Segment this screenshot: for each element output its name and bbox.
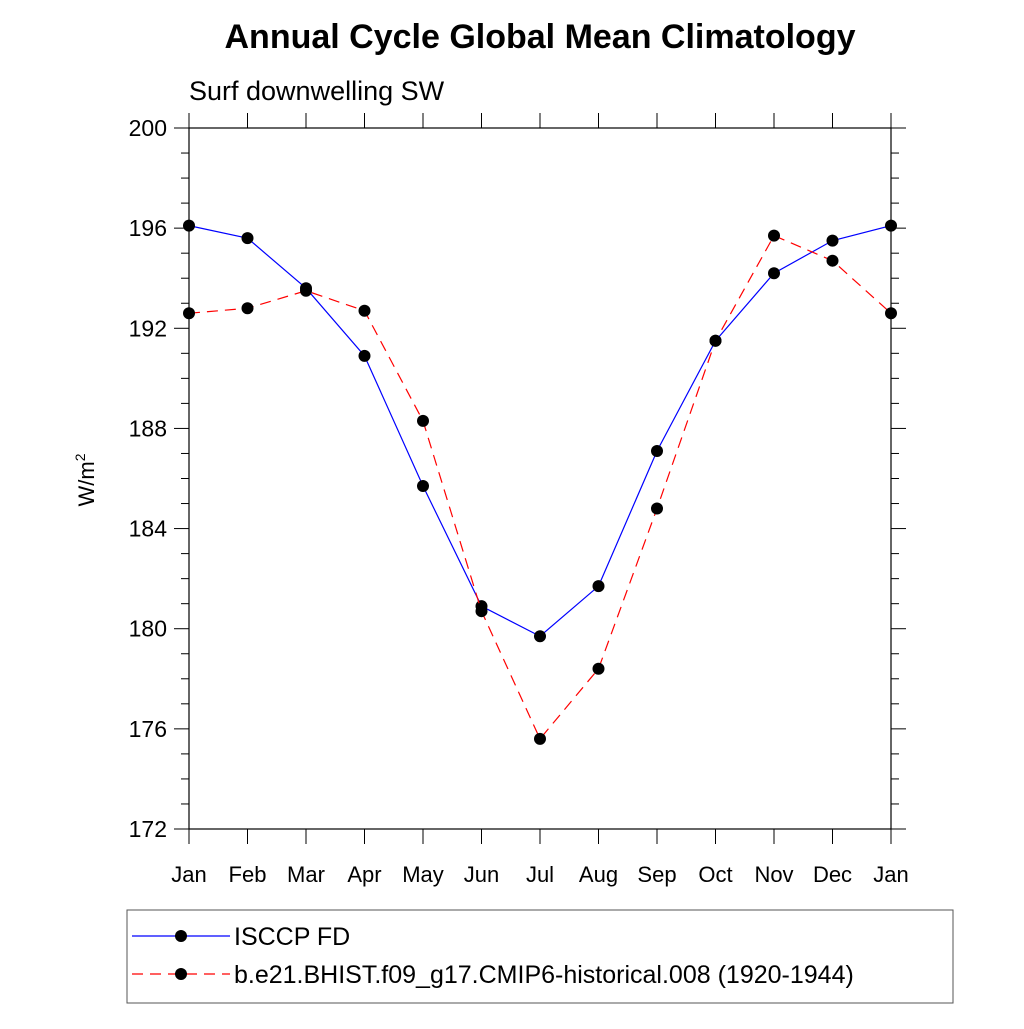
data-point: [768, 267, 780, 280]
y-tick-label: 200: [129, 115, 167, 141]
legend-box: [126, 909, 954, 1004]
data-point: [241, 302, 254, 315]
x-tick-label: Jan: [873, 862, 908, 887]
y-tick-label: 176: [129, 716, 167, 742]
data-point: [592, 580, 605, 593]
data-point: [592, 662, 605, 675]
y-tick-label: 180: [129, 616, 167, 642]
x-tick-label: Jul: [526, 862, 554, 887]
data-point: [885, 219, 897, 232]
x-tick-label: Jan: [171, 862, 206, 887]
data-point: [534, 630, 546, 643]
data-point: [300, 284, 312, 297]
y-tick-label: 184: [129, 516, 168, 542]
data-point: [417, 414, 429, 427]
data-point: [358, 304, 371, 317]
data-point: [183, 307, 195, 320]
y-tick-label: 192: [129, 315, 167, 341]
data-point: [826, 254, 839, 267]
axes: 172 176 180 184 188 192 196 200 Jan Feb Mar Apr May J…: [129, 113, 909, 887]
y-axis-label-text: W/m: [74, 461, 99, 506]
data-point: [885, 307, 897, 320]
data-point: [417, 480, 429, 493]
data-point: [534, 732, 546, 745]
data-point: [241, 232, 254, 245]
x-tick-label: May: [402, 862, 444, 887]
legend-label-2: b.e21.BHIST.f09_g17.CMIP6-historical.008…: [234, 961, 854, 989]
series-1: [183, 219, 897, 643]
x-tick-label: Apr: [347, 862, 381, 887]
data-point: [768, 229, 780, 242]
x-tick-label: Sep: [637, 862, 676, 887]
x-tick-label: Feb: [229, 862, 267, 887]
y-tick-label: 188: [129, 415, 167, 441]
x-tick-label: Nov: [754, 862, 793, 887]
y-tick-label: 172: [129, 816, 167, 842]
legend-label-1: ISCCP FD: [234, 923, 350, 951]
data-point: [709, 334, 722, 347]
x-tick-label: Oct: [698, 862, 732, 887]
legend-marker-1: [175, 930, 187, 942]
y-tick-label: 196: [129, 215, 167, 241]
data-point: [358, 349, 371, 362]
data-point: [183, 219, 195, 232]
chart-subtitle: Surf downwelling SW: [189, 76, 445, 106]
y-axis-label: W/m2: [72, 453, 99, 506]
plot-frame: [188, 127, 892, 830]
y-axis-label-superscript: 2: [72, 453, 88, 461]
x-tick-label: Aug: [579, 862, 618, 887]
legend: ISCCP FD b.e21.BHIST.f09_g17.CMIP6-histor…: [126, 909, 954, 1004]
series-layer: [183, 219, 897, 745]
x-tick-label: Dec: [813, 862, 852, 887]
x-tick-label: Jun: [464, 862, 499, 887]
legend-marker-2: [175, 968, 187, 980]
series-2: [183, 229, 897, 745]
svg-text:W/m2: W/m2: [72, 453, 99, 506]
chart-title: Annual Cycle Global Mean Climatology: [225, 18, 856, 56]
series-line: [188, 225, 892, 637]
data-point: [475, 605, 488, 618]
data-point: [651, 444, 663, 457]
data-point: [826, 234, 839, 247]
x-tick-label: Mar: [287, 862, 325, 887]
data-point: [651, 502, 663, 515]
series-line: [188, 234, 892, 740]
